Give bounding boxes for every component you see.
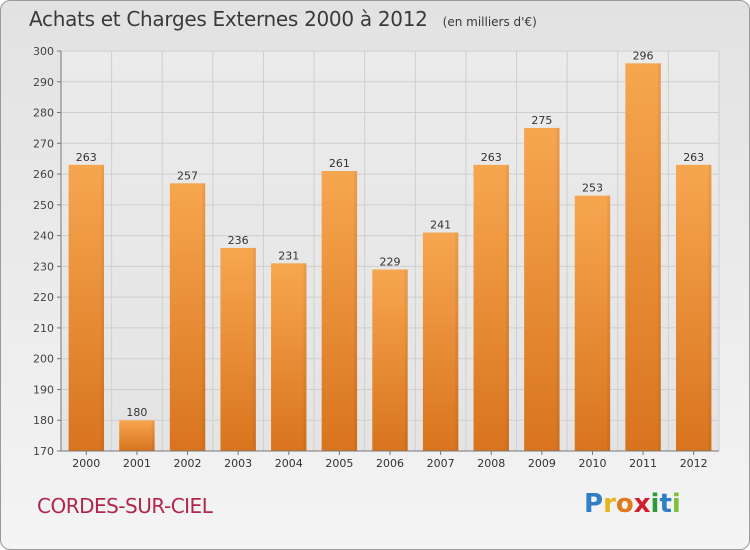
bar-shade [455, 232, 459, 451]
x-tick-label: 2010 [578, 457, 606, 470]
x-tick-label: 2000 [72, 457, 100, 470]
bar [574, 195, 611, 451]
x-tick-label: 2004 [275, 457, 303, 470]
data-label: 261 [329, 157, 350, 170]
x-tick-label: 2003 [224, 457, 252, 470]
logo-letter: i [650, 489, 660, 519]
data-label: 229 [380, 255, 401, 268]
x-tick-label: 2001 [123, 457, 151, 470]
x-tick-label: 2011 [629, 457, 657, 470]
logo-letter: i [671, 489, 681, 519]
y-tick-label: 300 [33, 45, 54, 58]
data-label: 231 [278, 249, 299, 262]
bar-shade [657, 63, 661, 452]
chart-unit: (en milliers d'€) [442, 15, 537, 29]
y-tick-label: 230 [33, 260, 54, 273]
bar [68, 164, 105, 451]
y-tick-label: 220 [33, 291, 54, 304]
data-label: 257 [177, 169, 198, 182]
x-tick-label: 2005 [325, 457, 353, 470]
x-tick-label: 2006 [376, 457, 404, 470]
logo-letter: r [603, 489, 616, 519]
bar-shade [708, 164, 712, 451]
y-tick-label: 210 [33, 322, 54, 335]
y-tick-label: 280 [33, 107, 54, 120]
y-tick-label: 250 [33, 199, 54, 212]
bar-shade [354, 171, 358, 451]
y-tick-label: 240 [33, 230, 54, 243]
bar-shade [101, 164, 105, 451]
bar-shade [505, 164, 509, 451]
bar-shade [303, 263, 307, 451]
data-label: 241 [430, 219, 451, 232]
data-label: 253 [582, 182, 603, 195]
data-label: 180 [126, 406, 147, 419]
y-tick-label: 200 [33, 353, 54, 366]
bar [422, 232, 459, 451]
bar-shade [556, 127, 560, 451]
y-tick-label: 290 [33, 76, 54, 89]
proxiti-logo[interactable]: Proxiti [584, 489, 681, 519]
y-tick-label: 180 [33, 414, 54, 427]
logo-letter: t [659, 489, 672, 519]
y-tick-label: 170 [33, 445, 54, 458]
x-tick-label: 2012 [680, 457, 708, 470]
bar-shade [151, 420, 155, 451]
x-tick-label: 2007 [427, 457, 455, 470]
y-tick-label: 190 [33, 383, 54, 396]
bar [473, 164, 509, 451]
bar [625, 63, 661, 452]
data-label: 275 [531, 114, 552, 127]
chart-title-block: Achats et Charges Externes 2000 à 2012 (… [29, 7, 537, 31]
bar-shade [404, 269, 408, 451]
bar-shade [252, 247, 256, 451]
data-label: 236 [228, 234, 249, 247]
y-tick-label: 260 [33, 168, 54, 181]
bar [169, 183, 206, 452]
logo-letter: P [584, 489, 604, 519]
data-label: 263 [76, 151, 97, 164]
bar [271, 263, 307, 451]
logo-letter: x [633, 489, 651, 519]
x-tick-label: 2009 [528, 457, 556, 470]
bar [119, 420, 155, 451]
bar [372, 269, 408, 451]
x-tick-label: 2002 [174, 457, 202, 470]
data-label: 263 [481, 151, 502, 164]
bar-shade [607, 195, 611, 451]
bar [220, 247, 256, 451]
bar [675, 164, 712, 451]
x-tick-label: 2008 [477, 457, 505, 470]
data-label: 296 [633, 49, 654, 62]
y-tick-label: 270 [33, 137, 54, 150]
logo-letter: o [615, 489, 634, 519]
bar [321, 171, 358, 451]
bar-shade [202, 183, 206, 452]
town-name: CORDES-SUR-CIEL [37, 494, 213, 518]
data-label: 263 [683, 151, 704, 164]
chart-title: Achats et Charges Externes 2000 à 2012 [29, 7, 428, 31]
bar [524, 127, 560, 451]
